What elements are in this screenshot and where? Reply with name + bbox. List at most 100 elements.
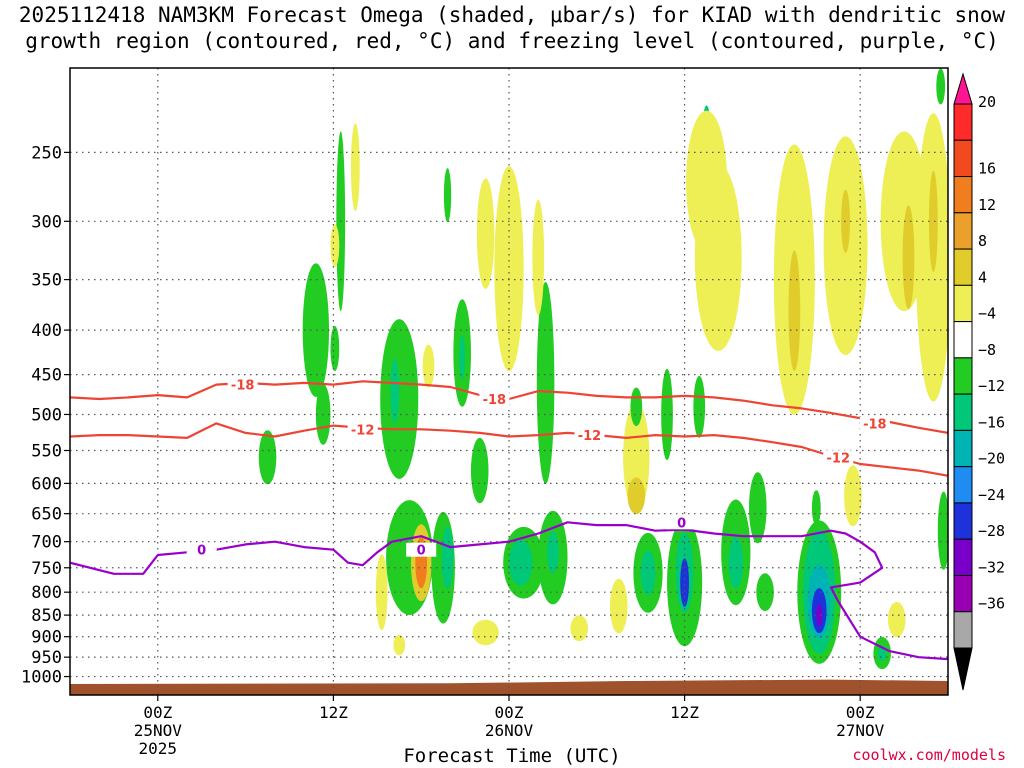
omega-cell-8 [390,358,400,424]
colorbar-label-9: −20 [978,450,1005,468]
omega-cell-59 [844,465,862,527]
contour-line-minus12 [70,422,948,477]
colorbar-swatch-7 [953,357,973,395]
contour-line-minus18 [70,380,948,434]
omega-cell-40 [680,558,689,607]
colorbar-swatch-4 [953,248,973,286]
colorbar-label-1: 16 [978,160,996,178]
contour-label-8: 0 [677,516,686,531]
omega-cell-6 [330,326,340,372]
colorbar-label-4: 4 [978,268,987,286]
x-tick-label-2: 00Z 26NOV [459,704,559,740]
omega-cell-55 [816,603,823,627]
x-tick-label-line: 27NOV [836,721,885,740]
y-tick-label-900: 900 [31,628,62,648]
omega-cell-67 [937,491,948,570]
y-tick-label-800: 800 [31,583,62,603]
y-tick-label-400: 400 [31,321,62,341]
x-tick-label-line: 25NOV [133,721,182,740]
omega-cell-37 [640,550,656,596]
omega-cell-20 [476,178,495,289]
omega-cell-56 [811,490,821,526]
omega-cell-47 [748,472,767,544]
omega-cell-46 [728,537,744,589]
omega-cell-21 [494,166,524,372]
omega-cell-35 [661,368,673,461]
contour-label-1: -18 [483,393,507,408]
y-tick-label-500: 500 [31,405,62,425]
site-credit: coolwx.com/models [852,746,1006,764]
omega-cell-43 [694,163,742,351]
contour-label-7: 0 [417,544,426,559]
y-tick-label-350: 350 [31,271,62,291]
contour-label-3: -12 [351,423,375,438]
colorbar-swatch-12 [953,538,973,576]
colorbar-extend-bottom [953,647,973,691]
omega-cell-34 [630,387,643,427]
colorbar-swatch-8 [953,393,973,431]
colorbar-label-2: 12 [978,196,996,214]
contour-label-0: -18 [231,379,255,394]
colorbar-label-13: −36 [978,595,1005,613]
y-tick-label-650: 650 [31,505,62,525]
omega-cell-29 [472,619,499,646]
y-tick-label-950: 950 [31,648,62,668]
colorbar-swatch-14 [953,611,973,649]
omega-cell-50 [788,250,801,371]
y-tick-label-600: 600 [31,474,62,494]
x-tick-label-line: 00Z [494,703,524,722]
x-tick-label-1: 12Z [283,704,383,722]
x-tick-label-line: 00Z [845,703,875,722]
colorbar-label-12: −32 [978,558,1005,576]
x-tick-label-line: 26NOV [484,721,534,740]
colorbar-swatch-2 [953,176,973,214]
colorbar-label-3: 8 [978,232,987,250]
omega-cell-33 [627,477,646,515]
colorbar-swatch-1 [953,139,973,178]
omega-cell-28 [547,531,559,574]
colorbar-swatch-3 [953,212,973,250]
y-tick-label-850: 850 [31,606,62,626]
omega-cell-16 [375,554,388,631]
colorbar-label-11: −28 [978,522,1005,540]
omega-cell-5 [330,224,340,268]
x-tick-label-0: 00Z 25NOV 2025 [108,704,208,758]
colorbar-label-0: 20 [978,93,996,111]
omega-cell-24 [532,199,545,316]
colorbar-swatch-5 [953,284,973,323]
omega-cell-22 [470,437,489,504]
contour-label-4: -12 [578,429,602,444]
omega-cell-58 [841,189,850,253]
x-tick-label-3: 12Z [635,704,735,722]
colorbar-swatch-6 [953,321,973,359]
colorbar-swatch-10 [953,466,973,504]
contour-line-0 [70,521,948,661]
omega-cell-19 [459,335,466,380]
omega-cell-15 [441,526,454,589]
x-tick-label-line: 12Z [318,703,348,722]
omega-cell-66 [888,601,906,638]
omega-cell-0 [302,263,330,397]
contour-label-2: -18 [863,417,887,432]
omega-cell-4 [350,123,360,212]
x-tick-label-4: 00Z 27NOV [810,704,910,740]
omega-cell-31 [609,578,628,634]
omega-cell-30 [570,615,589,642]
colorbar-swatch-13 [953,574,973,613]
omega-shading: -18 -18 -18 -12 -12 -12 0 0 0 [70,68,948,695]
colorbar-extend-top [953,72,973,105]
y-tick-label-250: 250 [31,143,62,163]
contour-label-6: 0 [197,544,206,559]
y-tick-label-700: 700 [31,533,62,553]
y-tick-label-1000: 1000 [21,668,62,688]
x-tick-label-line: 00Z [143,703,173,722]
chart-title-line-2: growth region (contoured, red, °C) and f… [25,29,999,53]
y-tick-label-550: 550 [31,442,62,462]
omega-cell-17 [393,634,406,656]
omega-cell-7 [380,319,419,479]
y-tick-label-450: 450 [31,366,62,386]
omega-cell-63 [902,205,915,310]
colorbar-label-5: −4 [978,305,996,323]
contour-label-5: -12 [827,451,851,466]
y-tick-label-750: 750 [31,559,62,579]
